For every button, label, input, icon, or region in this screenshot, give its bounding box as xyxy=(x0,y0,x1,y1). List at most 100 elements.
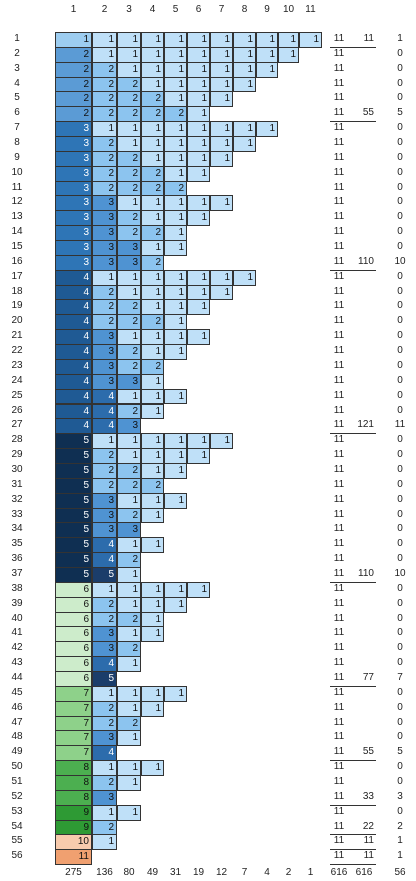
cell: 4 xyxy=(55,284,92,301)
row-count: 0 xyxy=(397,761,403,773)
row-label: 35 xyxy=(11,538,23,550)
row-label: 13 xyxy=(11,211,23,223)
cell: 2 xyxy=(141,314,164,331)
row-label: 36 xyxy=(11,553,23,565)
cell: 3 xyxy=(55,240,92,256)
cell: 1 xyxy=(210,284,233,301)
cell: 1 xyxy=(117,46,141,63)
cell: 1 xyxy=(256,121,278,138)
cell: 2 xyxy=(117,344,141,360)
row-count: 7 xyxy=(397,671,403,683)
cell: 1 xyxy=(210,136,233,152)
cell: 5 xyxy=(55,448,92,464)
row-count: 0 xyxy=(397,345,403,357)
cell: 1 xyxy=(117,433,141,450)
cell: 2 xyxy=(92,180,117,197)
row-label: 29 xyxy=(11,449,23,461)
row-count: 0 xyxy=(397,701,403,713)
row-total: 11 xyxy=(333,137,345,149)
cell: 1 xyxy=(92,804,117,821)
cell: 6 xyxy=(55,626,92,643)
cell: 1 xyxy=(164,299,187,316)
row-total: 11 xyxy=(333,181,345,193)
row-total: 11 xyxy=(333,671,345,683)
row-total: 11 xyxy=(333,226,345,238)
row-total: 11 xyxy=(333,761,345,773)
cell: 1 xyxy=(187,46,210,63)
group-underline xyxy=(330,269,376,271)
cell: 3 xyxy=(92,240,117,256)
row-label: 33 xyxy=(11,508,23,520)
cell: 5 xyxy=(55,477,92,494)
cell: 8 xyxy=(55,789,92,806)
row-label: 32 xyxy=(11,493,23,505)
row-label: 5 xyxy=(14,92,20,104)
cell: 1 xyxy=(164,136,187,152)
cell: 2 xyxy=(117,76,141,93)
row-label: 11 xyxy=(11,181,23,193)
row-total: 11 xyxy=(333,107,345,119)
cell: 1 xyxy=(164,269,187,286)
row-label: 27 xyxy=(11,419,23,431)
cell: 2 xyxy=(92,775,117,791)
cell: 1 xyxy=(210,121,233,138)
cell: 1 xyxy=(92,46,117,63)
row-count: 5 xyxy=(397,746,403,758)
cell: 1 xyxy=(187,284,210,301)
cell: 2 xyxy=(117,641,141,658)
cell: 1 xyxy=(117,61,141,78)
cell: 1 xyxy=(299,32,322,48)
row-count: 0 xyxy=(397,582,403,594)
cell: 1 xyxy=(187,195,210,212)
cell: 3 xyxy=(55,180,92,197)
cell: 1 xyxy=(117,656,141,672)
row-label: 2 xyxy=(14,47,20,59)
row-total: 11 xyxy=(333,315,345,327)
cell: 1 xyxy=(187,581,210,598)
row-label: 41 xyxy=(11,627,23,639)
cell: 1 xyxy=(141,507,164,524)
cell: 2 xyxy=(92,165,117,182)
cell: 4 xyxy=(55,388,92,405)
cell: 4 xyxy=(92,552,117,568)
column-header: 9 xyxy=(264,4,270,15)
cell: 4 xyxy=(55,403,92,420)
cell: 4 xyxy=(92,403,117,420)
row-count: 0 xyxy=(397,285,403,297)
cell: 5 xyxy=(55,492,92,509)
row-label: 54 xyxy=(11,820,23,832)
row-count: 0 xyxy=(397,449,403,461)
cell: 1 xyxy=(141,685,164,702)
cell: 1 xyxy=(117,492,141,509)
row-label: 12 xyxy=(11,196,23,208)
cell: 1 xyxy=(117,700,141,717)
cell: 9 xyxy=(55,819,92,836)
cell: 2 xyxy=(92,76,117,93)
cell: 3 xyxy=(92,626,117,643)
cell: 3 xyxy=(92,492,117,509)
group-sum: 55 xyxy=(362,107,374,119)
row-count: 0 xyxy=(397,686,403,698)
group-sum: 22 xyxy=(362,820,374,832)
row-total: 11 xyxy=(333,92,345,104)
row-label: 17 xyxy=(11,270,23,282)
cell: 1 xyxy=(164,46,187,63)
row-total: 11 xyxy=(333,582,345,594)
cell: 1 xyxy=(141,388,164,405)
row-total: 11 xyxy=(333,62,345,74)
cell: 1 xyxy=(187,106,210,123)
cell: 3 xyxy=(92,210,117,227)
cell: 1 xyxy=(92,433,117,450)
column-header: 10 xyxy=(282,4,295,15)
cell: 1 xyxy=(210,269,233,286)
cell: 1 xyxy=(117,626,141,643)
cell: 4 xyxy=(92,537,117,554)
cell: 5 xyxy=(92,670,117,687)
cell: 7 xyxy=(55,700,92,717)
cell: 5 xyxy=(55,552,92,568)
row-count: 0 xyxy=(397,122,403,134)
row-total: 11 xyxy=(333,731,345,743)
row-count: 0 xyxy=(397,359,403,371)
row-total: 11 xyxy=(333,776,345,787)
column-header: 11 xyxy=(305,4,316,15)
